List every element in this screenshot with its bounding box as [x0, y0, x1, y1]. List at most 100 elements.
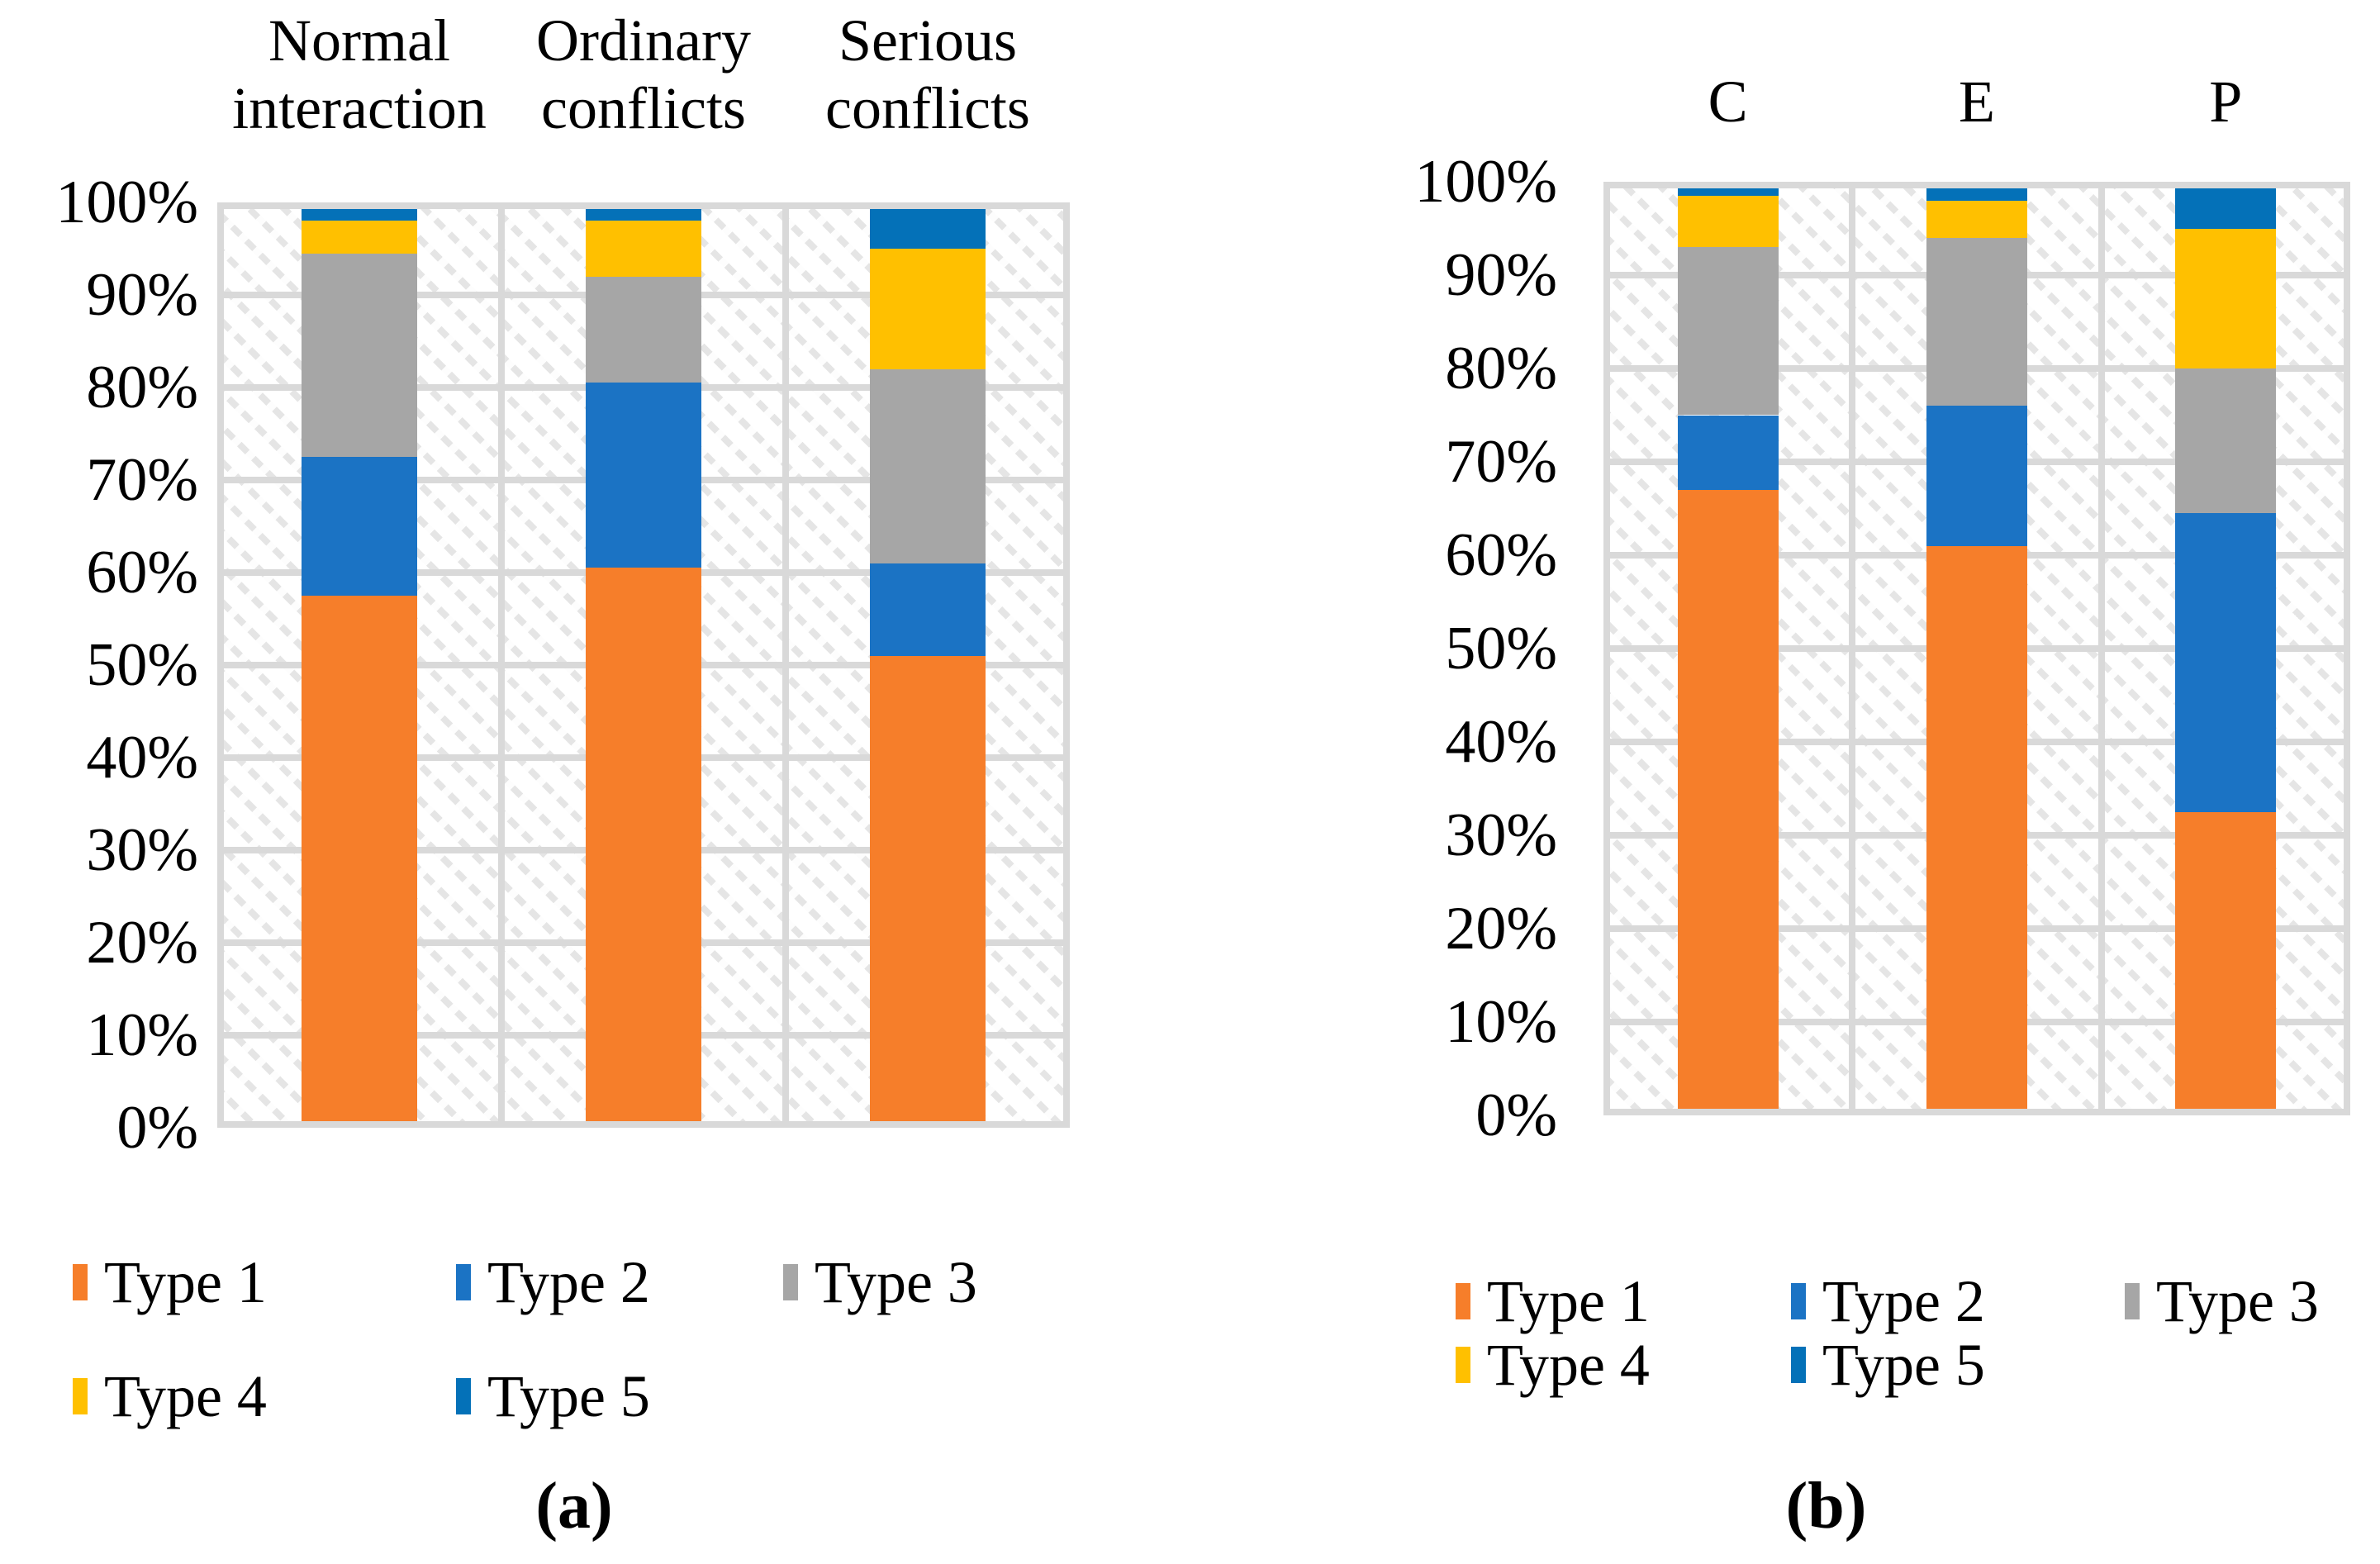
legend-item: Type 4	[1456, 1332, 1650, 1398]
bar-segment-type2	[870, 563, 986, 656]
v-gridline	[498, 202, 505, 1128]
category-label: Serious conflicts	[825, 7, 1030, 141]
plot-border-right	[2344, 182, 2350, 1115]
y-tick-label: 40%	[86, 724, 198, 792]
bar-segment-type4	[1926, 200, 2027, 238]
chart-b-caption: (b)	[1785, 1470, 1867, 1543]
bar-segment-type2	[1677, 415, 1779, 490]
plot-border-right	[1063, 202, 1070, 1128]
v-gridline	[782, 202, 789, 1128]
legend-swatch-icon	[73, 1264, 88, 1300]
legend-swatch-icon	[1791, 1347, 1806, 1383]
legend-label: Type 4	[104, 1363, 267, 1429]
bar-segment-type4	[302, 221, 417, 254]
y-tick-label: 20%	[1445, 895, 1557, 963]
legend-item: Type 5	[1791, 1332, 1985, 1398]
legend-item: Type 1	[73, 1249, 267, 1315]
bar-segment-type4	[1677, 195, 1779, 248]
legend-swatch-icon	[1456, 1283, 1470, 1319]
y-tick-label: 0%	[1475, 1081, 1557, 1149]
bar-segment-type4	[586, 221, 701, 277]
bar-segment-type1	[1926, 545, 2027, 1115]
legend-label: Type 5	[487, 1363, 650, 1429]
y-tick-label: 50%	[1445, 615, 1557, 682]
y-tick-label: 50%	[86, 631, 198, 699]
bar-segment-type3	[586, 276, 701, 383]
legend-label: Type 5	[1822, 1332, 1985, 1398]
plot-border-top	[1603, 182, 2350, 188]
legend-label: Type 2	[487, 1249, 650, 1315]
legend-swatch-icon	[1791, 1283, 1806, 1319]
y-tick-label: 30%	[1445, 801, 1557, 869]
y-tick-label: 70%	[86, 446, 198, 514]
legend-swatch-icon	[783, 1264, 798, 1300]
bar-segment-type5	[2175, 182, 2277, 229]
chart-a-plot-area	[217, 202, 1070, 1128]
plot-border-bottom	[217, 1121, 1070, 1128]
bar-segment-type2	[1926, 406, 2027, 546]
legend-swatch-icon	[456, 1378, 471, 1414]
legend-label: Type 3	[815, 1249, 977, 1315]
legend-swatch-icon	[73, 1378, 88, 1414]
bar-segment-type1	[586, 568, 701, 1128]
category-label: C	[1708, 69, 1748, 135]
category-label: E	[1959, 69, 1995, 135]
y-tick-label: 20%	[86, 909, 198, 977]
bar-segment-type3	[302, 253, 417, 457]
plot-border-left	[1603, 182, 1610, 1115]
y-tick-label: 90%	[1445, 241, 1557, 309]
category-label: P	[2209, 69, 2243, 135]
category-label: Normal interaction	[232, 7, 487, 141]
v-gridline	[2097, 182, 2105, 1115]
y-tick-label: 10%	[86, 1001, 198, 1069]
y-tick-label: 30%	[86, 816, 198, 884]
legend-label: Type 3	[2156, 1268, 2319, 1334]
legend-item: Type 4	[73, 1363, 267, 1429]
y-tick-label: 60%	[1445, 521, 1557, 589]
bar-segment-type2	[302, 457, 417, 596]
y-tick-label: 100%	[55, 169, 198, 236]
bar-segment-type3	[2175, 368, 2277, 514]
bar-segment-type3	[1926, 237, 2027, 406]
legend-swatch-icon	[1456, 1347, 1470, 1383]
y-tick-label: 100%	[1414, 148, 1557, 216]
plot-border-top	[217, 202, 1070, 209]
bar-segment-type4	[870, 249, 986, 369]
legend-item: Type 3	[783, 1249, 977, 1315]
chart-b-plot-area	[1603, 182, 2350, 1115]
legend-label: Type 1	[104, 1249, 267, 1315]
v-gridline	[1849, 182, 1856, 1115]
bar-segment-type4	[2175, 228, 2277, 368]
bar-segment-type3	[1677, 247, 1779, 416]
bar-segment-type1	[2175, 811, 2277, 1115]
bar-segment-type5	[870, 202, 986, 249]
bar-segment-type1	[1677, 489, 1779, 1115]
y-tick-label: 80%	[86, 354, 198, 421]
y-tick-label: 70%	[1445, 428, 1557, 496]
plot-border-left	[217, 202, 224, 1128]
y-tick-label: 40%	[1445, 708, 1557, 776]
bar-segment-type1	[302, 596, 417, 1128]
legend-item: Type 2	[1791, 1268, 1985, 1334]
legend-item: Type 1	[1456, 1268, 1650, 1334]
legend-item: Type 2	[456, 1249, 650, 1315]
legend-item: Type 5	[456, 1363, 650, 1429]
legend-item: Type 3	[2125, 1268, 2319, 1334]
y-tick-label: 10%	[1445, 988, 1557, 1056]
bar-segment-type3	[870, 368, 986, 563]
legend-label: Type 1	[1487, 1268, 1650, 1334]
bar-segment-type1	[870, 655, 986, 1128]
y-tick-label: 80%	[1445, 335, 1557, 402]
y-tick-label: 90%	[86, 261, 198, 329]
category-label: Ordinary conflicts	[536, 7, 751, 141]
plot-border-bottom	[1603, 1109, 2350, 1115]
legend-label: Type 4	[1487, 1332, 1650, 1398]
chart-a-caption: (a)	[535, 1470, 613, 1543]
bar-segment-type2	[2175, 513, 2277, 812]
y-tick-label: 60%	[86, 539, 198, 606]
legend-label: Type 2	[1822, 1268, 1985, 1334]
legend-swatch-icon	[2125, 1283, 2140, 1319]
bar-segment-type2	[586, 383, 701, 568]
legend-swatch-icon	[456, 1264, 471, 1300]
